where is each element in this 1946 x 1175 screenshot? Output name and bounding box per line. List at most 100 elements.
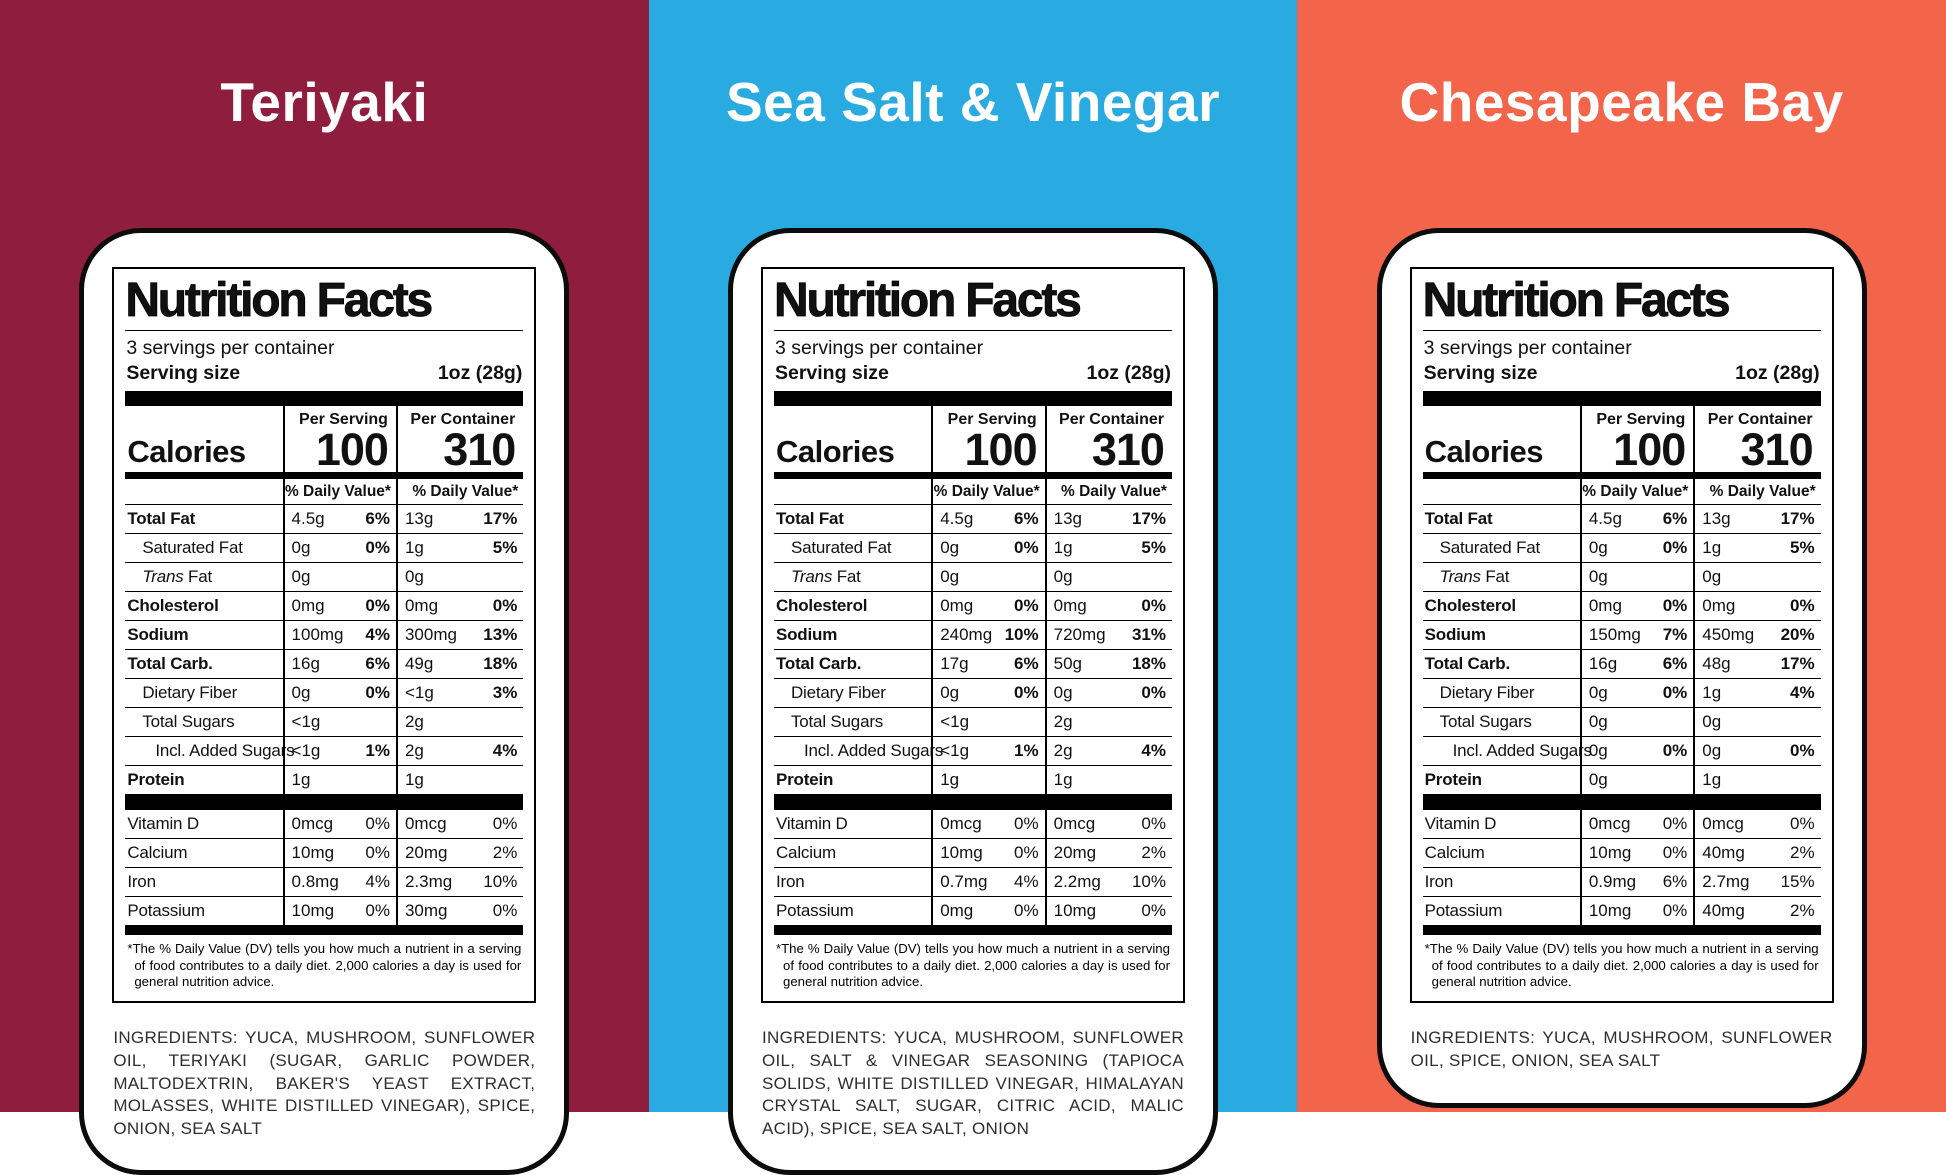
nutrient-name-text: Dietary Fiber bbox=[142, 682, 238, 702]
per-container-header: Per Container bbox=[410, 410, 516, 428]
per-serving-amount: 10mg bbox=[940, 842, 983, 862]
per-serving-amount: 1g bbox=[940, 769, 960, 789]
per-serving-calories-value: 100 bbox=[315, 423, 389, 475]
per-serving-cell: 0g 0% bbox=[931, 533, 1045, 563]
per-container-cell: 1g 4% bbox=[1693, 678, 1821, 708]
per-serving-daily-value: 0% bbox=[365, 813, 390, 833]
per-serving-daily-value: 0% bbox=[1014, 537, 1039, 557]
per-serving-amount: 0mcg bbox=[940, 813, 982, 833]
per-serving-daily-value: 0% bbox=[365, 595, 390, 615]
servings-per-container: 3 servings per container bbox=[774, 336, 984, 359]
per-serving-amount: 0g bbox=[1588, 566, 1608, 586]
per-container-cell: 0mcg 0% bbox=[1693, 809, 1821, 839]
nutrient-name-italic: Trans bbox=[790, 566, 833, 586]
per-serving-daily-value: 4% bbox=[1014, 871, 1039, 891]
calories-label: Calories bbox=[125, 406, 283, 479]
daily-value-footnote: *The % Daily Value (DV) tells you how mu… bbox=[1424, 940, 1819, 990]
serving-size-value: 1oz (28g) bbox=[437, 361, 523, 384]
per-serving-cell: 17g 6% bbox=[931, 649, 1045, 679]
per-serving-cell: <1g 1% bbox=[282, 736, 396, 766]
nutrient-name: Potassium bbox=[125, 897, 283, 926]
per-container-amount: 2g bbox=[404, 740, 424, 760]
nutrient-name: Calcium bbox=[773, 839, 932, 868]
per-container-cell: 2g 4% bbox=[1044, 736, 1172, 766]
per-container-cell: 20mg 2% bbox=[395, 838, 524, 868]
divider-bar bbox=[773, 794, 1172, 810]
per-serving-cell: 10mg 0% bbox=[282, 896, 396, 926]
divider-bar bbox=[125, 390, 524, 406]
nutrient-name-text: Vitamin D bbox=[775, 813, 848, 833]
per-container-amount: 2g bbox=[404, 711, 424, 731]
per-serving-daily-value: 6% bbox=[1662, 871, 1688, 891]
nutrient-name-text: Fat bbox=[1480, 566, 1510, 586]
serving-size-label: Serving size bbox=[774, 361, 889, 384]
per-container-calories-value: 310 bbox=[1740, 423, 1814, 475]
per-container-amount: 0g bbox=[1702, 566, 1722, 586]
per-serving-amount: 0mg bbox=[1588, 595, 1622, 615]
per-serving-amount: 10mg bbox=[291, 842, 335, 862]
per-serving-amount: 0g bbox=[1588, 682, 1608, 702]
nutrient-name-text: Calcium bbox=[127, 842, 188, 862]
nutrient-name: Trans Fat bbox=[773, 563, 932, 592]
daily-value-header-per-container: % Daily Value* bbox=[1044, 478, 1172, 505]
per-serving-cell: 0g bbox=[282, 562, 396, 592]
per-container-cell: 2.7mg 15% bbox=[1693, 867, 1821, 897]
nutrient-name-text: Total Sugars bbox=[142, 711, 235, 731]
per-container-daily-value: 0% bbox=[1141, 900, 1166, 920]
nutrient-name: Incl. Added Sugars bbox=[1422, 737, 1592, 766]
per-serving-daily-value: 0% bbox=[1662, 842, 1688, 862]
nutrient-name: Iron bbox=[125, 868, 283, 897]
per-container-calories-cell: Per Container 310 bbox=[395, 405, 524, 479]
nutrient-name-text: Vitamin D bbox=[127, 813, 199, 833]
daily-value-footnote: *The % Daily Value (DV) tells you how mu… bbox=[775, 940, 1170, 990]
per-serving-calories-cell: Per Serving 100 bbox=[282, 405, 396, 479]
per-container-cell: 40mg 2% bbox=[1693, 896, 1821, 926]
per-serving-cell: 16g 6% bbox=[282, 649, 396, 679]
nutrient-name-text: Potassium bbox=[1424, 900, 1503, 920]
per-serving-cell: 0g bbox=[1579, 707, 1694, 737]
flavor-column-chesapeake-bay: Chesapeake Bay Nutrition Facts 3 serving… bbox=[1297, 0, 1946, 1112]
nutrient-name-text: Total Fat bbox=[775, 508, 844, 528]
per-serving-cell: 10mg 0% bbox=[1579, 838, 1694, 868]
nutrient-name: Trans Fat bbox=[125, 563, 283, 592]
per-container-cell: 0g bbox=[1044, 562, 1172, 592]
per-container-amount: 2g bbox=[1053, 711, 1073, 731]
per-container-amount: 0g bbox=[404, 566, 424, 586]
per-container-daily-value: 13% bbox=[483, 624, 518, 644]
per-container-amount: 50g bbox=[1053, 653, 1082, 673]
nutrient-name: Total Fat bbox=[125, 505, 283, 534]
per-container-amount: 1g bbox=[1702, 682, 1722, 702]
per-serving-amount: 17g bbox=[940, 653, 969, 673]
per-container-amount: 2.3mg bbox=[404, 871, 453, 891]
per-container-cell: 0g bbox=[1693, 707, 1821, 737]
nutrient-name: Saturated Fat bbox=[125, 534, 283, 563]
nutrient-name-text: Protein bbox=[1424, 769, 1482, 789]
nutrient-name-text: Iron bbox=[775, 871, 805, 891]
per-container-daily-value: 4% bbox=[1141, 740, 1166, 760]
servings-per-container: 3 servings per container bbox=[1423, 336, 1632, 359]
per-serving-calories-cell: Per Serving 100 bbox=[1579, 405, 1694, 479]
nutrition-facts-heading: Nutrition Facts bbox=[125, 276, 524, 331]
per-container-cell: 2g bbox=[1044, 707, 1172, 737]
per-container-cell: 2g bbox=[395, 707, 524, 737]
per-container-daily-value: 20% bbox=[1780, 624, 1815, 644]
per-container-cell: <1g 3% bbox=[395, 678, 524, 708]
per-container-amount: 1g bbox=[1053, 537, 1073, 557]
per-serving-amount: 0mg bbox=[940, 900, 974, 920]
per-container-daily-value: 10% bbox=[1131, 871, 1166, 891]
per-serving-amount: <1g bbox=[291, 740, 321, 760]
per-serving-cell: 0g 0% bbox=[1579, 736, 1694, 766]
per-container-daily-value: 0% bbox=[492, 900, 518, 920]
per-container-daily-value: 18% bbox=[1131, 653, 1166, 673]
per-serving-daily-value: 6% bbox=[1014, 508, 1039, 528]
per-container-calories-cell: Per Container 310 bbox=[1044, 405, 1172, 479]
per-serving-daily-value: 10% bbox=[1004, 624, 1039, 644]
per-container-header: Per Container bbox=[1707, 410, 1813, 428]
nutrition-facts-heading: Nutrition Facts bbox=[1422, 276, 1821, 331]
per-serving-cell: 0mcg 0% bbox=[931, 809, 1045, 839]
nutrient-name: Protein bbox=[773, 766, 932, 795]
per-serving-amount: 1g bbox=[291, 769, 311, 789]
per-serving-daily-value: 4% bbox=[365, 871, 390, 891]
per-container-daily-value: 17% bbox=[1780, 508, 1815, 528]
nutrient-name: Vitamin D bbox=[773, 810, 932, 839]
